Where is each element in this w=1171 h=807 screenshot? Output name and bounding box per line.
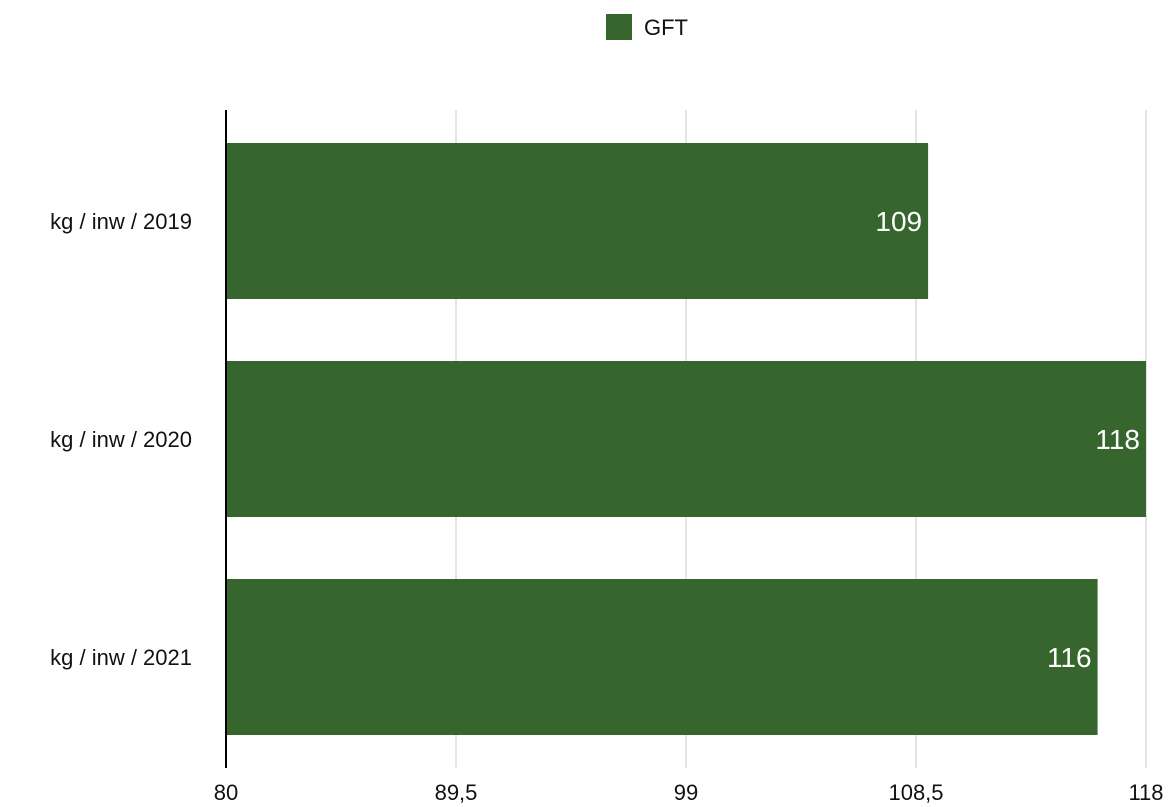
legend-swatch-gft: [606, 14, 632, 40]
bar-value-label: 116: [1047, 642, 1092, 673]
legend-label-gft: GFT: [644, 15, 688, 40]
bar: [226, 579, 1098, 735]
x-tick-label: 108,5: [888, 780, 943, 805]
x-tick-labels: 80 89,5 99 108,5 118: [214, 780, 1164, 805]
bar: [226, 361, 1146, 517]
data-labels: 109 118 116: [875, 206, 1140, 673]
bar-value-label: 109: [875, 206, 922, 237]
bars: [226, 143, 1146, 735]
x-tick-label: 118: [1128, 780, 1163, 805]
x-tick-label: 80: [214, 780, 238, 805]
category-labels: kg / inw / 2019 kg / inw / 2020 kg / inw /…: [50, 209, 192, 670]
x-tick-label: 99: [674, 780, 698, 805]
x-tick-label: 89,5: [435, 780, 478, 805]
legend: GFT: [606, 14, 688, 40]
category-label: kg / inw / 2021: [50, 645, 192, 670]
category-label: kg / inw / 2020: [50, 427, 192, 452]
bar: [226, 143, 929, 299]
category-label: kg / inw / 2019: [50, 209, 192, 234]
bar-value-label: 118: [1095, 424, 1140, 455]
